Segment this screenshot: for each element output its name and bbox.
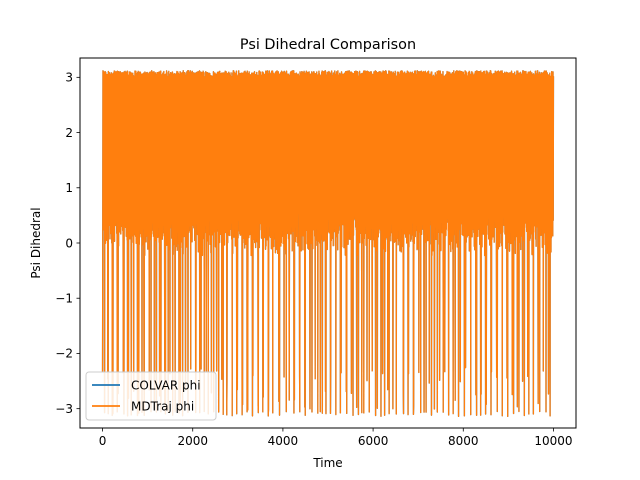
series-line-1 xyxy=(101,70,555,418)
legend-box xyxy=(85,371,217,421)
x-tick-label: 2000 xyxy=(177,434,208,448)
x-tick-label: 8000 xyxy=(448,434,479,448)
series-layer xyxy=(101,70,555,418)
y-axis-label: Psi Dihedral xyxy=(29,207,43,278)
chart-title: Psi Dihedral Comparison xyxy=(240,37,416,53)
y-tick-label: −1 xyxy=(55,292,73,306)
legend-label-colvar: COLVAR phi xyxy=(131,379,201,393)
legend-label-mdtraj: MDTraj phi xyxy=(131,400,194,414)
y-tick-label: −3 xyxy=(55,402,73,416)
y-tick-label: −2 xyxy=(55,347,73,361)
legend: COLVAR phi MDTraj phi xyxy=(85,371,217,421)
x-tick-label: 4000 xyxy=(268,434,299,448)
y-tick-label: 1 xyxy=(65,181,73,195)
x-axis-label: Time xyxy=(312,456,342,470)
y-tick-label: 3 xyxy=(65,71,73,85)
x-tick-label: 10000 xyxy=(534,434,572,448)
y-tick-label: 2 xyxy=(65,126,73,140)
x-tick-label: 6000 xyxy=(358,434,389,448)
y-tick-label: 0 xyxy=(65,236,73,250)
axes-frame xyxy=(79,57,577,429)
ticks-layer: 0 2000 4000 6000 8000 10000 −3 −2 −1 0 1 2 3 xyxy=(55,71,572,448)
x-tick-label: 0 xyxy=(99,434,107,448)
